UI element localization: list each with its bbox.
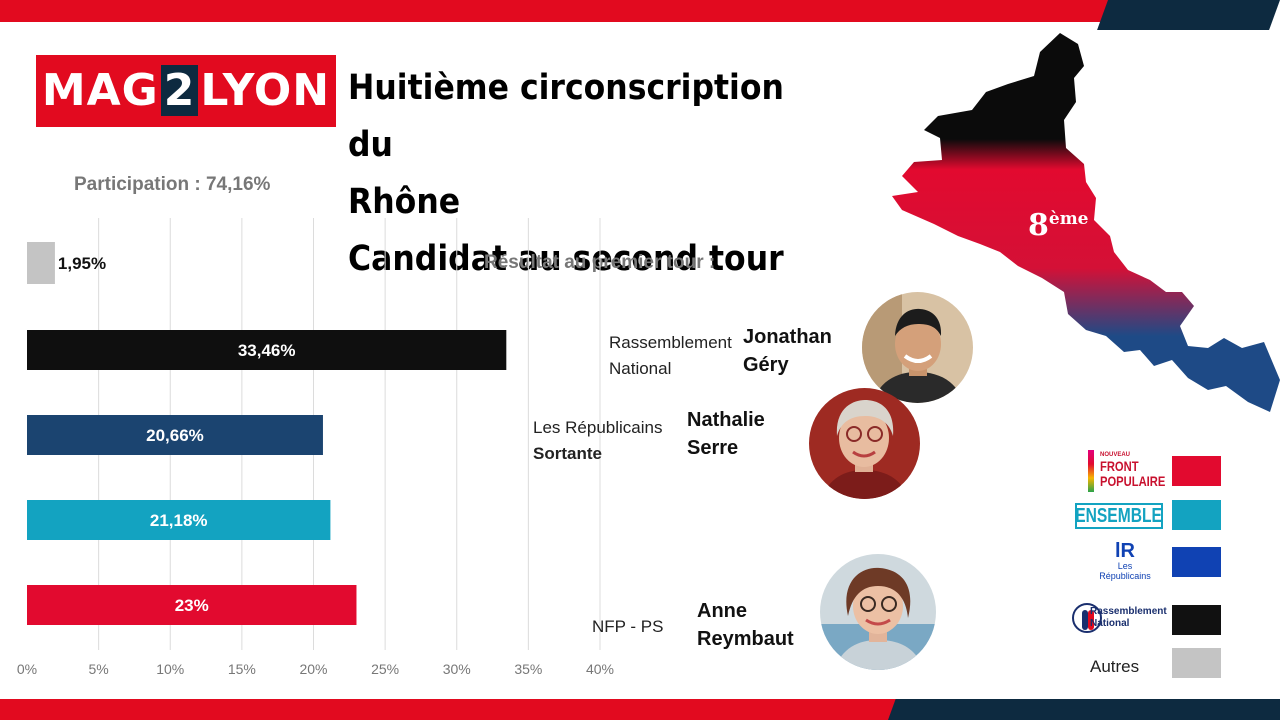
bottom-red-band [0,699,900,720]
woman-portrait-icon [809,388,920,499]
woman-portrait-icon [820,554,936,670]
x-tick-label: 20% [299,661,327,677]
bar [27,585,357,625]
bar [27,242,55,284]
x-tick-label: 35% [514,661,542,677]
candidate-3-name: Anne Reymbaut [697,600,794,650]
x-tick-label: 5% [89,661,109,677]
constituency-map: 8ème [892,33,1280,412]
bar [27,500,331,540]
rn-flame-icon [1072,603,1102,633]
candidate-1-name: Jonathan Géry [743,326,832,376]
legend-label-autres: Autres [1090,657,1140,676]
bar-value-label: 23% [175,596,209,615]
bar-value-label: 20,66% [146,426,204,445]
candidate-2-party: Les Républicains Sortante [533,418,663,463]
title-line-3: Candidat au second tour [348,239,784,279]
map-shape [892,33,1280,412]
logo-text: MAG 2 LYON [41,65,331,116]
lr-logo-mark: lR [1115,540,1135,562]
legend-logo-ensemble: ENSEMBLE [1075,503,1163,529]
legend-swatch-lr [1172,547,1221,577]
page-title: Huitième circonscription du Rhône Candid… [348,60,834,288]
mag2lyon-logo[interactable]: MAG 2 LYON [36,55,336,127]
bar-value-label: 21,18% [150,511,208,530]
bottom-navy-band [888,699,1280,720]
x-tick-label: 15% [228,661,256,677]
candidate-2-photo [809,388,920,499]
candidate-3-party: NFP - PS [592,617,664,636]
bar-value-label: 1,95% [58,254,106,273]
legend-swatch-ensemble [1172,500,1221,530]
top-red-band [0,0,1115,22]
title-line-1: Huitième circonscription du [348,68,784,165]
candidate-1-photo [862,292,973,403]
man-portrait-icon [862,292,973,403]
bar [27,415,323,455]
bar [27,330,507,370]
legend-logo-nfp: NOUVEAU FRONT POPULAIRE [1088,450,1168,492]
candidate-3-photo [820,554,936,670]
nfp-logo-mark [1088,450,1094,492]
legend-swatch-autres [1172,648,1221,678]
legend-swatch-rn [1172,605,1221,635]
legend-logo-rn: Rassemblement National [1072,603,1168,637]
candidate-2-name: Nathalie Serre [687,409,765,459]
top-navy-band [1097,0,1280,30]
title-line-2: Rhône [348,182,461,222]
x-tick-label: 0% [17,661,37,677]
legend-swatch-nfp [1172,456,1221,486]
x-tick-label: 10% [156,661,184,677]
x-tick-label: 25% [371,661,399,677]
bar-value-label: 33,46% [238,341,296,360]
legend-logo-lr: lR Les Républicains [1090,541,1160,585]
map-district-label: 8ème [1028,208,1089,243]
x-tick-label: 40% [586,661,614,677]
x-tick-label: 30% [443,661,471,677]
results-bar-chart: 0% 5% 10% 15% 20% 25% 30% 35% 40% 1,95% 33,46% 20,6… [17,218,614,677]
candidate-1-party: Rassemblement National [609,333,732,378]
participation-label: Participation : 74,16% [74,174,271,195]
